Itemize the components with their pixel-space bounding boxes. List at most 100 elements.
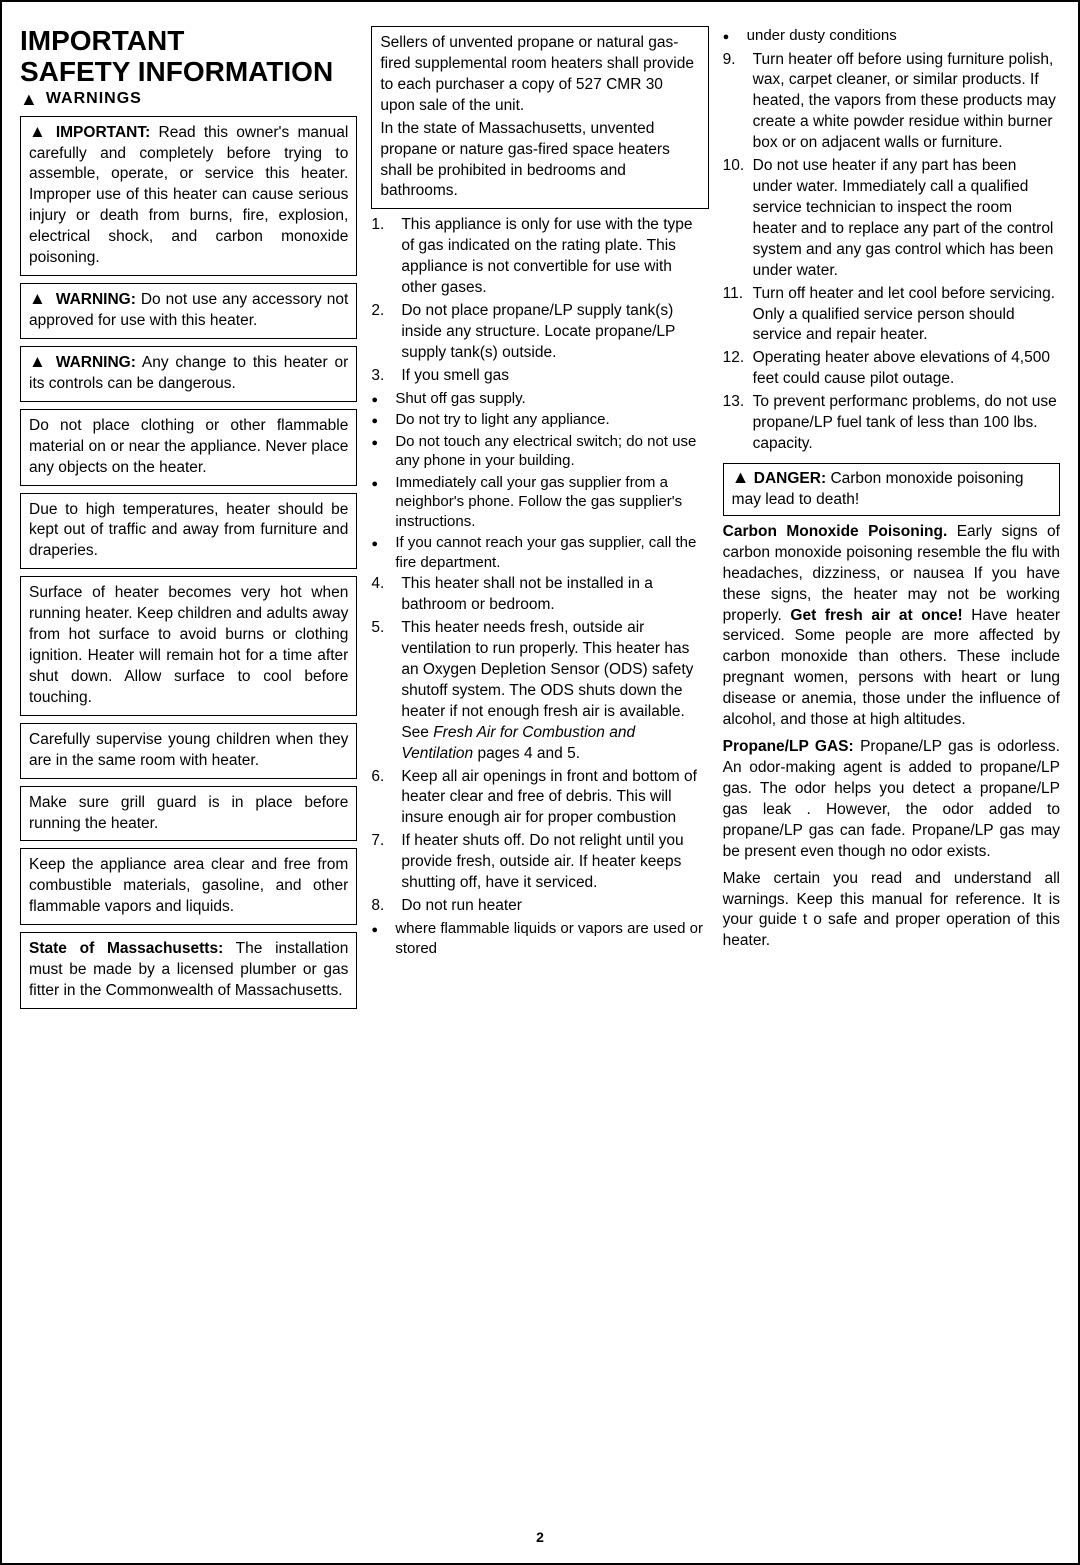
- list-item-7: 7.If heater shuts off. Do not relight un…: [371, 831, 708, 894]
- box-text: Read this owner's manual carefully and c…: [29, 124, 348, 267]
- list-item-12: 12.Operating heater above elevations of …: [723, 348, 1060, 390]
- item-body: If you smell gas: [401, 366, 708, 387]
- warning-box-1: ▲WARNING: Do not use any accessory not a…: [20, 283, 357, 339]
- warning-box-3: Do not place clothing or other flammable…: [20, 409, 357, 486]
- final-paragraph: Make certain you read and understand all…: [723, 869, 1060, 953]
- warning-triangle-icon: ▲: [29, 353, 46, 370]
- numbered-list: 1.This appliance is only for use with th…: [371, 215, 708, 958]
- box-head: IMPORTANT:: [56, 124, 150, 141]
- co-head: Carbon Monoxide Poisoning.: [723, 523, 948, 540]
- lp-paragraph: Propane/LP GAS: Propane/LP gas is odorle…: [723, 737, 1060, 863]
- item-body: This heater needs fresh, outside air ven…: [401, 618, 708, 764]
- item-number: 3.: [371, 366, 401, 387]
- column-2: Sellers of unvented propane or natural g…: [371, 26, 708, 1016]
- list-item-10: 10.Do not use heater if any part has bee…: [723, 156, 1060, 282]
- item-number: 11.: [723, 284, 753, 347]
- massachusetts-box: Sellers of unvented propane or natural g…: [371, 26, 708, 209]
- warning-triangle-icon: ▲: [29, 123, 46, 140]
- box-head: WARNING:: [56, 291, 136, 308]
- danger-triangle-icon: ▲: [732, 468, 750, 486]
- gas-bullet-4: If you cannot reach your gas supplier, c…: [371, 533, 708, 572]
- column-1: IMPORTANT SAFETY INFORMATION ▲ WARNINGS …: [20, 26, 357, 1016]
- page-number: 2: [2, 1529, 1078, 1545]
- item-number: 4.: [371, 574, 401, 616]
- box-text: Carefully supervise young children when …: [29, 731, 348, 769]
- title-block: IMPORTANT SAFETY INFORMATION ▲ WARNINGS: [20, 26, 357, 108]
- warning-box-7: Make sure grill guard is in place before…: [20, 786, 357, 842]
- warning-box-0: ▲ IMPORTANT: Read this owner's manual car…: [20, 116, 357, 276]
- title-line-2: SAFETY INFORMATION: [20, 57, 357, 88]
- item-body: Turn off heater and let cool before serv…: [753, 284, 1060, 347]
- numbered-list-cont: 9.Turn heater off before using furniture…: [723, 50, 1060, 456]
- list-item-1: 1.This appliance is only for use with th…: [371, 215, 708, 299]
- warning-triangle-icon: ▲: [29, 290, 46, 307]
- gas-bullets: Shut off gas supply.Do not try to light …: [371, 389, 708, 573]
- item-body: This heater shall not be installed in a …: [401, 574, 708, 616]
- item-body: Operating heater above elevations of 4,5…: [753, 348, 1060, 390]
- list-item-3: 3.If you smell gas: [371, 366, 708, 387]
- danger-box: ▲ DANGER: Carbon monoxide poisoning may …: [723, 463, 1060, 516]
- warnings-label: WARNINGS: [46, 90, 142, 108]
- warning-box-2: ▲WARNING: Any change to this heater or i…: [20, 346, 357, 402]
- item-number: 9.: [723, 50, 753, 155]
- column-3: under dusty conditions 9.Turn heater off…: [723, 26, 1060, 1016]
- item-number: 7.: [371, 831, 401, 894]
- gas-bullet-0: Shut off gas supply.: [371, 389, 708, 409]
- danger-head: DANGER:: [754, 470, 826, 487]
- item8-bullet-2: under dusty conditions: [723, 26, 1060, 46]
- title-line-1: IMPORTANT: [20, 26, 357, 57]
- item-number: 5.: [371, 618, 401, 764]
- three-column-layout: IMPORTANT SAFETY INFORMATION ▲ WARNINGS …: [20, 26, 1060, 1016]
- co-text-2: Have heater serviced. Some people are mo…: [723, 607, 1060, 729]
- mass-box-p1: Sellers of unvented propane or natural g…: [380, 33, 699, 117]
- gas-bullet-2: Do not touch any electrical switch; do n…: [371, 432, 708, 471]
- lp-text: Propane/LP gas is odorless. An odor-maki…: [723, 738, 1060, 860]
- item8-bullet-1: where flammable liquids or vapors are us…: [371, 919, 708, 958]
- item-number: 13.: [723, 392, 753, 455]
- box-text: Make sure grill guard is in place before…: [29, 794, 348, 832]
- item-number: 12.: [723, 348, 753, 390]
- warnings-subtitle: ▲ WARNINGS: [20, 90, 357, 108]
- item-body: Do not run heater: [401, 896, 708, 917]
- lp-head: Propane/LP GAS:: [723, 738, 854, 755]
- item-number: 8.: [371, 896, 401, 917]
- list-item-11: 11.Turn off heater and let cool before s…: [723, 284, 1060, 347]
- box-text: Do not place clothing or other flammable…: [29, 417, 348, 476]
- co-paragraph: Carbon Monoxide Poisoning. Early signs o…: [723, 522, 1060, 731]
- warning-triangle-icon: ▲: [20, 90, 38, 108]
- box-text: Due to high temperatures, heater should …: [29, 501, 348, 560]
- item-body: Do not use heater if any part has been u…: [753, 156, 1060, 282]
- item-body: Turn heater off before using furniture p…: [753, 50, 1060, 155]
- warning-box-5: Surface of heater becomes very hot when …: [20, 576, 357, 716]
- item-body: Keep all air openings in front and botto…: [401, 767, 708, 830]
- warning-box-4: Due to high temperatures, heater should …: [20, 493, 357, 570]
- list-item-8: 8.Do not run heater: [371, 896, 708, 917]
- item-number: 10.: [723, 156, 753, 282]
- item-body: This appliance is only for use with the …: [401, 215, 708, 299]
- box-text: Surface of heater becomes very hot when …: [29, 584, 348, 706]
- box-head: State of Massachusetts:: [29, 940, 223, 957]
- mass-box-p2: In the state of Massachusetts, unvented …: [380, 119, 699, 203]
- item-number: 2.: [371, 301, 401, 364]
- list-item-2: 2.Do not place propane/LP supply tank(s)…: [371, 301, 708, 364]
- item-body: Do not place propane/LP supply tank(s) i…: [401, 301, 708, 364]
- list-item-13: 13.To prevent performanc problems, do no…: [723, 392, 1060, 455]
- box-text: Keep the appliance area clear and free f…: [29, 856, 348, 915]
- item-number: 1.: [371, 215, 401, 299]
- page-frame: IMPORTANT SAFETY INFORMATION ▲ WARNINGS …: [0, 0, 1080, 1565]
- warning-box-6: Carefully supervise young children when …: [20, 723, 357, 779]
- box-head: WARNING:: [56, 354, 136, 371]
- gas-bullet-1: Do not try to light any appliance.: [371, 410, 708, 430]
- warning-box-9: State of Massachusetts: The installation…: [20, 932, 357, 1009]
- gas-bullet-3: Immediately call your gas supplier from …: [371, 473, 708, 532]
- item-body: If heater shuts off. Do not relight unti…: [401, 831, 708, 894]
- item8-bullets: where flammable liquids or vapors are us…: [371, 919, 708, 958]
- list-item-4: 4.This heater shall not be installed in …: [371, 574, 708, 616]
- list-item-6: 6.Keep all air openings in front and bot…: [371, 767, 708, 830]
- item-body: To prevent performanc problems, do not u…: [753, 392, 1060, 455]
- item-number: 6.: [371, 767, 401, 830]
- list-item-9: 9.Turn heater off before using furniture…: [723, 50, 1060, 155]
- warning-box-8: Keep the appliance area clear and free f…: [20, 848, 357, 925]
- co-bold: Get fresh air at once!: [790, 607, 962, 624]
- list-item-5: 5.This heater needs fresh, outside air v…: [371, 618, 708, 764]
